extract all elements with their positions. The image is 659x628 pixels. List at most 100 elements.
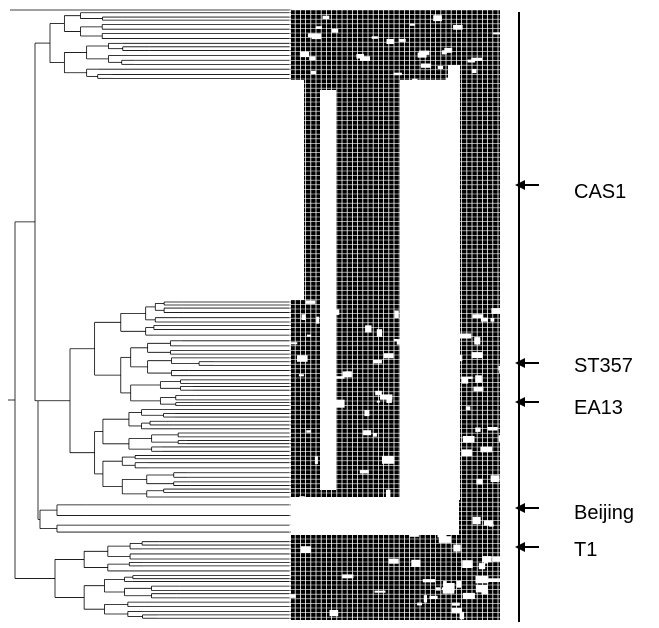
matrix-absent-spot xyxy=(444,48,453,53)
matrix-absent-spot xyxy=(475,575,489,584)
lineage-marker-st357: ST357 xyxy=(515,355,633,377)
matrix-absent-spot xyxy=(499,370,509,374)
matrix-absent-spot xyxy=(483,520,494,526)
matrix-gap-column xyxy=(320,90,336,490)
matrix-absent-spot xyxy=(360,56,370,61)
matrix-absent-spot xyxy=(409,23,415,26)
matrix-absent-spot xyxy=(451,607,462,614)
matrix-absent-spot xyxy=(493,32,505,35)
matrix-absent-spot xyxy=(444,407,455,412)
matrix-absent-spot xyxy=(433,15,442,22)
matrix-absent-spot xyxy=(299,496,305,502)
matrix-absent-spot xyxy=(393,72,402,76)
matrix-absent-spot xyxy=(461,377,469,384)
matrix-absent-spot xyxy=(386,39,394,44)
matrix-absent-spot xyxy=(332,516,338,521)
matrix-absent-spot xyxy=(423,465,432,472)
matrix-absent-spot xyxy=(363,430,372,436)
lineage-marker-ea13: EA13 xyxy=(515,397,623,419)
matrix-absent-spot xyxy=(458,354,463,362)
matrix-absent-spot xyxy=(316,316,320,324)
matrix-absent-spot xyxy=(475,585,488,593)
matrix-absent-spot xyxy=(306,334,311,337)
arrow-left-icon xyxy=(515,397,525,407)
arrow-left-icon xyxy=(515,358,525,368)
matrix-absent-spot xyxy=(301,314,306,320)
matrix-absent-spot xyxy=(476,478,483,485)
matrix-absent-spot xyxy=(310,70,317,74)
matrix-absent-spot xyxy=(393,339,398,342)
matrix-absent-spot xyxy=(475,427,481,432)
matrix-absent-spot xyxy=(480,317,488,322)
matrix-absent-spot xyxy=(331,28,339,33)
matrix-absent-spot xyxy=(297,355,308,362)
matrix-absent-spot xyxy=(332,531,339,535)
matrix-absent-spot xyxy=(448,473,459,480)
matrix-absent-spot xyxy=(445,456,456,460)
matrix-absent-spot xyxy=(446,77,454,83)
lineage-marker-cas1: CAS1 xyxy=(515,180,626,203)
matrix-absent-spot xyxy=(315,26,322,29)
matrix-absent-spot xyxy=(442,590,455,594)
matrix-absent-spot xyxy=(388,558,399,564)
matrix-absent-spot xyxy=(299,51,310,58)
lineage-label-beijing: Beijing xyxy=(574,502,634,524)
arrow-left-icon xyxy=(515,503,525,513)
matrix-absent-spot xyxy=(406,453,420,457)
matrix-absent-spot xyxy=(443,580,447,585)
matrix-absent-spot xyxy=(437,424,447,432)
matrix-absent-spot xyxy=(471,57,482,61)
matrix-absent-spot xyxy=(373,360,382,364)
matrix-absent-spot xyxy=(311,33,322,40)
matrix-absent-spot xyxy=(298,374,304,377)
matrix-absent-spot xyxy=(331,399,345,408)
matrix-absent-spot xyxy=(462,436,475,443)
lineage-label-t1: T1 xyxy=(574,539,597,561)
matrix-absent-spot xyxy=(438,536,452,543)
matrix-absent-spot xyxy=(376,329,383,337)
matrix-absent-spot xyxy=(436,317,447,322)
matrix-absent-spot xyxy=(306,430,311,433)
matrix-absent-spot xyxy=(364,410,370,417)
lineage-label-ea13: EA13 xyxy=(574,397,623,419)
spoligotype-matrix xyxy=(289,9,509,620)
matrix-absent-spot xyxy=(374,590,386,593)
matrix-absent-spot xyxy=(329,610,339,617)
matrix-absent-spot xyxy=(322,15,330,20)
matrix-absent-spot xyxy=(411,559,421,567)
matrix-absent-spot xyxy=(467,59,476,63)
phylogenetic-tree xyxy=(8,9,292,619)
matrix-absent-spot xyxy=(437,534,447,538)
matrix-absent-spot xyxy=(462,592,475,599)
matrix-absent-spot xyxy=(417,602,422,606)
lineage-label-st357: ST357 xyxy=(574,355,633,377)
matrix-absent-spot xyxy=(441,349,446,358)
matrix-absent-spot xyxy=(429,595,438,599)
matrix-absent-spot xyxy=(492,556,502,562)
arrow-left-icon xyxy=(515,180,525,190)
matrix-absent-spot xyxy=(473,386,484,392)
matrix-absent-spot xyxy=(421,305,433,311)
matrix-block-left xyxy=(291,300,305,500)
matrix-absent-spot xyxy=(409,531,419,537)
lineage-label-cas1: CAS1 xyxy=(574,181,626,203)
matrix-absent-spot xyxy=(417,52,427,58)
matrix-absent-spot xyxy=(307,33,316,38)
matrix-absent-spot xyxy=(480,446,492,453)
matrix-absent-spot xyxy=(386,489,391,498)
matrix-absent-spot xyxy=(462,560,473,568)
arrow-left-icon xyxy=(515,542,525,552)
matrix-absent-spot xyxy=(443,583,455,591)
matrix-absent-spot xyxy=(453,25,463,30)
matrix-absent-spot xyxy=(290,594,296,598)
lineage-marker-t1: T1 xyxy=(515,539,597,561)
matrix-absent-spot xyxy=(472,314,484,319)
matrix-absent-spot xyxy=(465,406,471,411)
matrix-absent-spot xyxy=(373,433,377,437)
matrix-absent-spot xyxy=(459,333,472,339)
matrix-absent-spot xyxy=(394,310,399,318)
matrix-absent-spot xyxy=(435,587,441,591)
matrix-absent-spot xyxy=(491,308,502,314)
matrix-absent-spot xyxy=(359,470,369,474)
